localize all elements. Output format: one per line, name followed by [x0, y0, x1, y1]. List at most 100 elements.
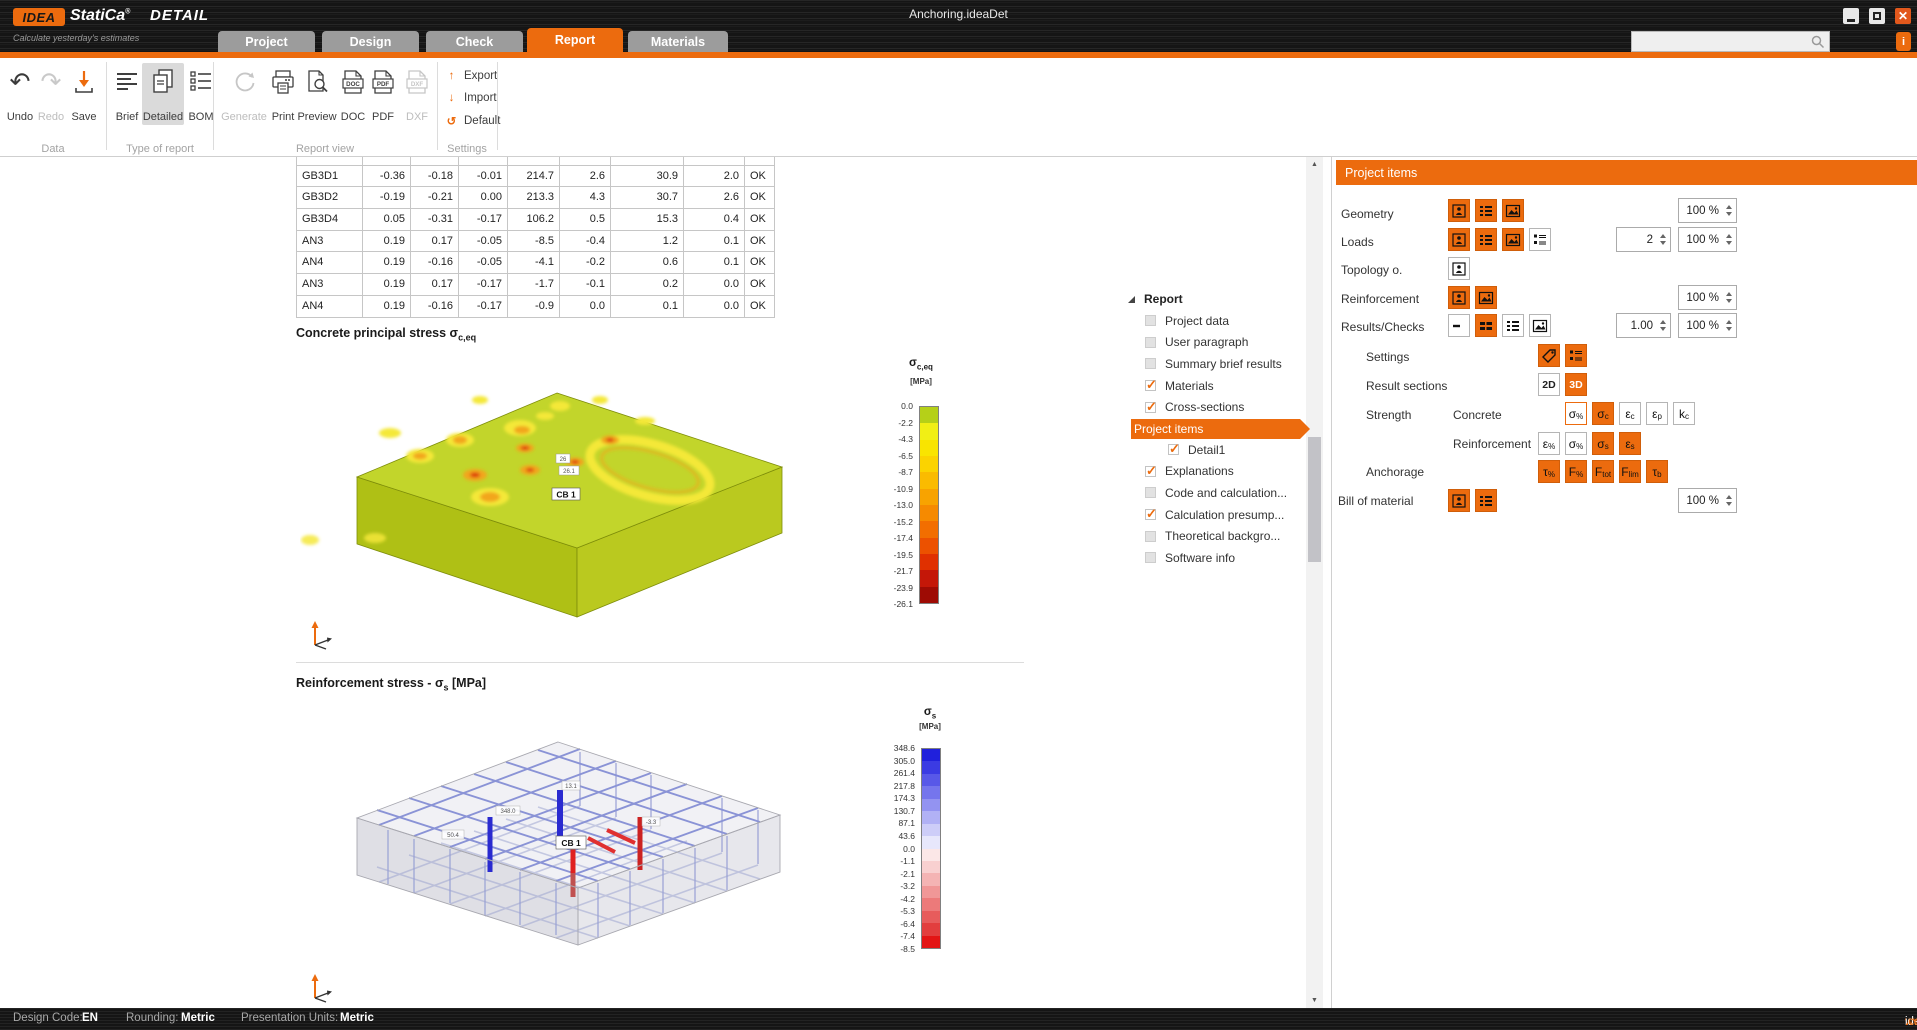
tree-checkbox[interactable]	[1145, 552, 1156, 564]
anchorage-result-button[interactable]: τ%	[1538, 460, 1560, 483]
tree-checkbox[interactable]	[1145, 315, 1156, 327]
tree-item[interactable]: Calculation presump...	[1125, 504, 1315, 526]
tree-checkbox[interactable]	[1168, 441, 1180, 457]
loads-3d-button[interactable]	[1448, 228, 1470, 251]
spinner-down[interactable]	[1726, 502, 1732, 506]
main-tab[interactable]: Design	[322, 31, 419, 52]
units-value[interactable]: Metric	[340, 1012, 374, 1024]
reinforcement-result-button[interactable]: σ%	[1565, 432, 1587, 455]
settings-detailed-table-button[interactable]	[1565, 344, 1587, 367]
export-pdf-button[interactable]: PDF PDF	[368, 63, 398, 125]
tree-item[interactable]: Detail1	[1125, 439, 1315, 461]
reinforcement-3d-button[interactable]	[1448, 286, 1470, 309]
scroll-up-arrow[interactable]: ▲	[1311, 161, 1318, 168]
close-button[interactable]: ✕	[1895, 8, 1911, 24]
tree-checkbox[interactable]	[1145, 377, 1157, 393]
spinner-down[interactable]	[1726, 327, 1732, 331]
minimize-button[interactable]	[1843, 8, 1859, 24]
maximize-button[interactable]	[1869, 8, 1885, 24]
tree-item[interactable]: Software info	[1125, 547, 1315, 569]
spinner-up[interactable]	[1660, 234, 1666, 238]
print-button[interactable]: Print	[266, 63, 300, 125]
sections-3d-button[interactable]: 3D	[1565, 373, 1587, 396]
tree-checkbox[interactable]	[1145, 463, 1157, 479]
tree-checkbox[interactable]	[1145, 358, 1156, 370]
spinner-down[interactable]	[1726, 299, 1732, 303]
main-tab[interactable]: Materials	[628, 31, 728, 52]
tree-item[interactable]: Materials	[1125, 375, 1315, 397]
spinner-up[interactable]	[1726, 320, 1732, 324]
tree-checkbox[interactable]	[1145, 530, 1156, 542]
results-picture-button[interactable]	[1529, 314, 1551, 337]
reinforcement-result-button[interactable]: ε%	[1538, 432, 1560, 455]
bill-table-button[interactable]	[1475, 489, 1497, 512]
reinforcement-picture-button[interactable]	[1475, 286, 1497, 309]
detailed-report-button[interactable]: Detailed	[142, 63, 184, 125]
topology-3d-button[interactable]	[1448, 257, 1470, 280]
loads-table-button[interactable]	[1475, 228, 1497, 251]
default-settings-button[interactable]: ↺ Default	[445, 114, 501, 128]
results-table-button[interactable]	[1502, 314, 1524, 337]
info-button[interactable]: i	[1896, 32, 1911, 51]
expander-icon[interactable]	[1128, 295, 1135, 303]
spinner-up[interactable]	[1726, 234, 1732, 238]
main-tab[interactable]: Check	[426, 31, 523, 52]
concrete-result-button[interactable]: σ%	[1565, 402, 1587, 425]
main-tab[interactable]: Project	[218, 31, 315, 52]
tree-checkbox[interactable]	[1145, 399, 1157, 415]
preview-button[interactable]: Preview	[296, 63, 338, 125]
vertical-scrollbar[interactable]: ▲ ▼	[1306, 157, 1323, 1008]
search-input[interactable]	[1632, 35, 1810, 48]
undo-button[interactable]: ↶ Undo	[2, 63, 38, 125]
loads-picture-button[interactable]	[1502, 228, 1524, 251]
tree-checkbox[interactable]	[1145, 336, 1156, 348]
geometry-picture-button[interactable]	[1502, 199, 1524, 222]
tree-checkbox[interactable]	[1145, 487, 1156, 499]
design-code-value[interactable]: EN	[82, 1012, 98, 1024]
tree-item[interactable]: Explanations	[1125, 461, 1315, 483]
tree-checkbox[interactable]	[1145, 506, 1157, 522]
bom-report-button[interactable]: BOM	[184, 63, 218, 125]
scrollbar-thumb[interactable]	[1308, 437, 1321, 562]
brief-report-button[interactable]: Brief	[110, 63, 144, 125]
save-button[interactable]: Save	[66, 63, 102, 125]
loads-detailed-table-button[interactable]	[1529, 228, 1551, 251]
geometry-3d-button[interactable]	[1448, 199, 1470, 222]
spinner-down[interactable]	[1726, 212, 1732, 216]
scroll-down-arrow[interactable]: ▼	[1311, 997, 1318, 1004]
bill-3d-button[interactable]	[1448, 489, 1470, 512]
tree-item[interactable]: Code and calculation...	[1125, 482, 1315, 504]
tree-root-report[interactable]: Report	[1125, 288, 1315, 310]
tree-item[interactable]: Cross-sections	[1125, 396, 1315, 418]
settings-tag-button[interactable]	[1538, 344, 1560, 367]
export-settings-button[interactable]: ↑ Export	[445, 70, 498, 82]
main-tab[interactable]: Report	[527, 28, 623, 52]
tree-item[interactable]: Project items	[1131, 418, 1310, 439]
spinner-up[interactable]	[1726, 495, 1732, 499]
export-doc-button[interactable]: DOC DOC	[338, 63, 368, 125]
spinner-down[interactable]	[1660, 327, 1666, 331]
sections-2d-button[interactable]: 2D	[1538, 373, 1560, 396]
tree-item[interactable]: Summary brief results	[1125, 353, 1315, 375]
spinner-down[interactable]	[1660, 241, 1666, 245]
geometry-table-button[interactable]	[1475, 199, 1497, 222]
spinner-up[interactable]	[1660, 320, 1666, 324]
spinner-up[interactable]	[1726, 205, 1732, 209]
rounding-value[interactable]: Metric	[181, 1012, 215, 1024]
spinner-up[interactable]	[1726, 292, 1732, 296]
results-compact-table-button[interactable]	[1475, 314, 1497, 337]
tree-item[interactable]: Project data	[1125, 310, 1315, 332]
anchorage-result-button[interactable]: F%	[1565, 460, 1587, 483]
results-minimal-button[interactable]	[1448, 314, 1470, 337]
import-settings-button[interactable]: ↓ Import	[445, 92, 497, 104]
tree-item[interactable]: Theoretical backgro...	[1125, 525, 1315, 547]
